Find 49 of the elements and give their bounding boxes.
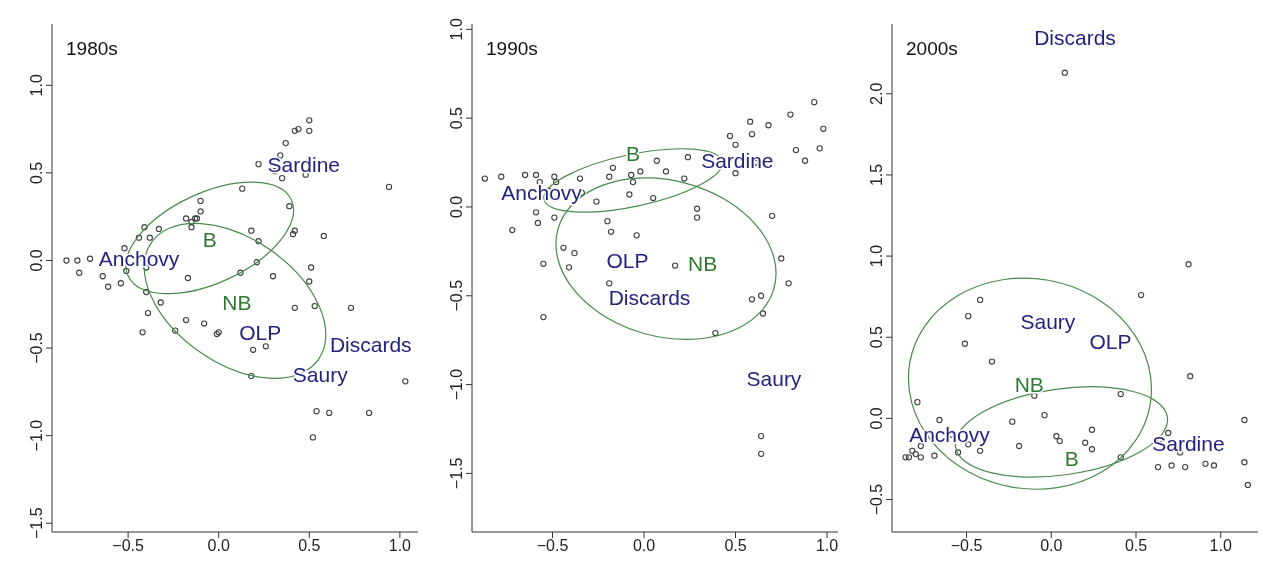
y-tick-label: −1.5 (28, 507, 45, 540)
y-tick-label: −1.0 (448, 368, 465, 401)
annotation: Sardine (267, 152, 340, 176)
text: 2000s (906, 38, 958, 60)
y-tick-label: 1.0 (868, 244, 885, 268)
y-tick-label: 0.5 (28, 161, 45, 185)
annotation: OLP (1089, 330, 1132, 354)
annotation: Saury (292, 362, 349, 386)
y-tick-label: 0.5 (448, 106, 465, 130)
y-tick-label: −1.5 (448, 457, 465, 490)
annotation: NB (1014, 372, 1044, 396)
x-tick-label: 0.0 (1040, 537, 1063, 555)
x-tick-label: 0.0 (207, 537, 230, 555)
annotation: B (1064, 447, 1079, 471)
y-tick-label: 0.5 (868, 326, 885, 349)
text: 1980s (66, 38, 118, 60)
annotation: NB (687, 252, 718, 276)
annotation: Saury (1020, 309, 1076, 333)
x-tick-label: 0.0 (632, 537, 656, 555)
y-tick-label: 0.0 (448, 195, 465, 219)
y-tick-label: −1.0 (28, 419, 45, 452)
y-tick-label: 2.0 (868, 82, 885, 105)
y-tick-label: 0.0 (28, 249, 45, 272)
x-tick-label: 1.0 (1209, 537, 1232, 555)
annotation: Discards (608, 285, 691, 309)
x-tick-label: −0.5 (112, 537, 144, 555)
x-tick-label: 0.5 (298, 537, 321, 555)
y-tick-label: 0.0 (868, 407, 885, 430)
annotation: OLP (606, 248, 649, 272)
text: 1990s (486, 38, 538, 60)
annotation: OLP (239, 320, 282, 344)
annotation: Sardine (1152, 432, 1225, 456)
y-tick-label: −0.5 (448, 279, 465, 312)
x-tick-label: 1.0 (815, 537, 839, 555)
annotation: Discards (329, 332, 412, 356)
x-tick-label: −0.5 (950, 537, 983, 555)
annotation: Discards (1034, 25, 1116, 49)
y-tick-label: 1.0 (448, 18, 465, 41)
y-tick-label: 1.0 (28, 74, 45, 97)
x-tick-label: 0.5 (1124, 537, 1148, 555)
annotation: Saury (746, 367, 802, 391)
x-tick-label: −0.5 (536, 537, 569, 555)
annotation: B (202, 227, 217, 251)
y-tick-label: −0.5 (868, 483, 885, 516)
x-tick-label: 0.5 (724, 537, 747, 555)
y-tick-label: 1.5 (868, 163, 885, 187)
y-tick-label: −0.5 (28, 332, 45, 364)
annotation: NB (222, 290, 252, 314)
x-tick-label: 1.0 (388, 537, 412, 555)
